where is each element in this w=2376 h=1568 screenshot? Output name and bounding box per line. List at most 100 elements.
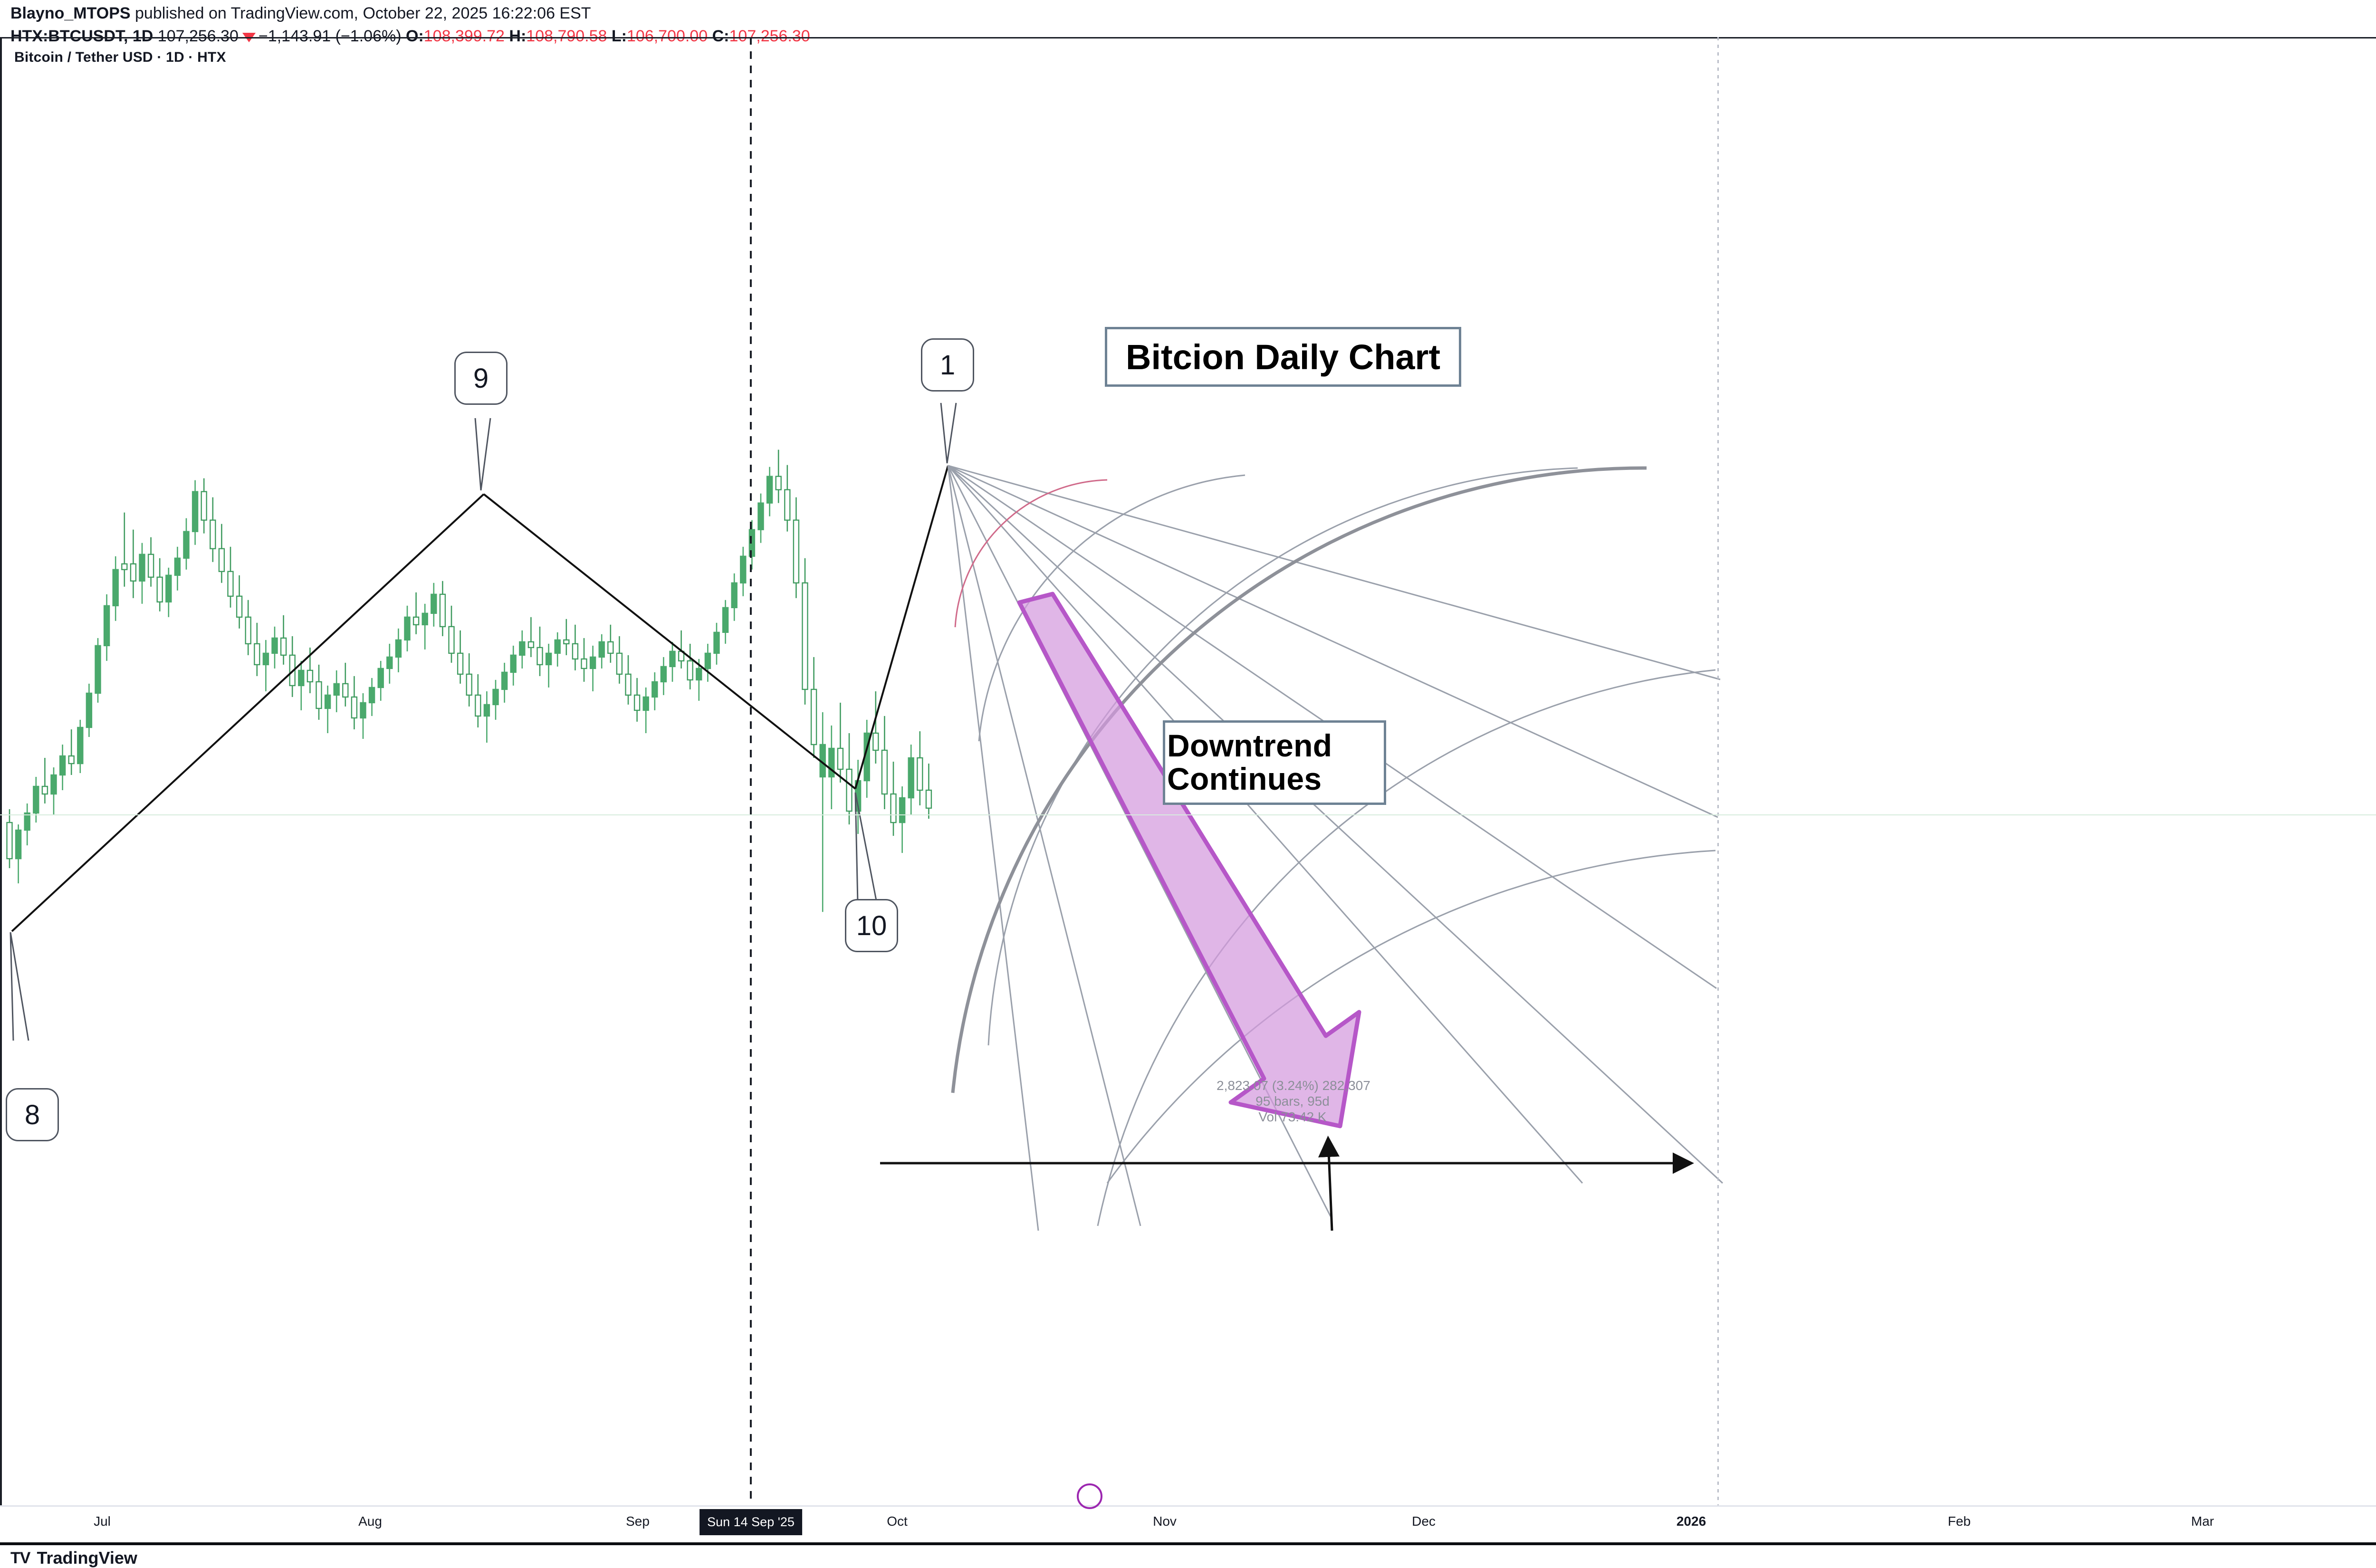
candle-body	[139, 554, 145, 582]
candle-body	[572, 643, 579, 660]
candle-body	[386, 656, 393, 669]
candle-body	[210, 519, 216, 549]
candle-body	[342, 683, 349, 698]
candle-body	[112, 569, 119, 606]
candle-body	[598, 641, 605, 658]
candle-body	[324, 694, 331, 709]
candle-body	[704, 652, 711, 669]
candle-body	[218, 548, 225, 572]
candle-body	[431, 593, 437, 614]
open-key: O:	[405, 27, 424, 45]
time-tick: Dec	[1412, 1514, 1436, 1529]
candle-body	[802, 582, 808, 690]
tradingview-logo[interactable]: TV TradingView	[10, 1548, 137, 1568]
pin-marker-1[interactable]: 1	[921, 338, 974, 392]
replay-icon[interactable]	[1077, 1483, 1102, 1509]
time-tick: Jul	[94, 1514, 111, 1529]
candle-body	[448, 626, 455, 654]
candle-body	[616, 652, 623, 675]
candle-body	[501, 671, 508, 690]
candle-body	[819, 744, 826, 778]
candle-body	[837, 747, 844, 770]
target-vertical-arrow[interactable]	[1318, 1136, 1340, 1231]
pane-bottom-border	[0, 1542, 2376, 1545]
candle-body	[333, 683, 340, 696]
close-value: 107,256.30	[729, 27, 810, 45]
tradingview-mark-icon: TV	[10, 1549, 30, 1567]
candle-body	[466, 673, 472, 696]
measure-line-1: 2,823.07 (3.24%) 282,307	[1217, 1078, 1370, 1093]
candlestick-series	[6, 449, 932, 912]
author-name: Blayno_MTOPS	[10, 4, 131, 22]
candle-body	[307, 669, 314, 683]
quote-line: HTX:BTCUSDT, 1D 107,256.30 −1,143.91 (−1.…	[10, 26, 1911, 47]
candle-body	[731, 582, 738, 608]
candle-body	[519, 641, 526, 656]
candle-body	[103, 605, 110, 647]
change-percent: (−1.06%)	[335, 27, 402, 45]
candle-body	[316, 681, 322, 709]
time-axis-highlight-badge: Sun 14 Sep '25	[699, 1509, 802, 1535]
candle-body	[810, 688, 817, 746]
callout-bitcoin-daily-chart[interactable]: Bitcion Daily Chart	[1105, 327, 1461, 387]
candle-body	[784, 489, 791, 521]
time-tick: Oct	[887, 1514, 908, 1529]
symbol-label[interactable]: HTX:BTCUSDT, 1D	[10, 27, 153, 45]
replay-divider-line	[750, 37, 752, 1505]
change-absolute: −1,143.91	[258, 27, 331, 45]
candle-body	[121, 563, 128, 570]
zigzag-trendlines[interactable]	[11, 465, 949, 932]
candle-body	[289, 654, 296, 687]
candle-body	[510, 654, 517, 673]
time-axis[interactable]: JulAugSepOctNovDec2026FebMarAprSun 14 Se…	[0, 1507, 2376, 1542]
candle-body	[483, 704, 490, 717]
callout-downtrend-continues[interactable]: Downtrend Continues	[1163, 720, 1386, 805]
candle-body	[890, 793, 897, 823]
candle-body	[651, 681, 658, 698]
candle-body	[24, 812, 30, 831]
candle-body	[147, 554, 154, 578]
candle-body	[589, 656, 596, 669]
candle-body	[377, 668, 384, 688]
candle-body	[68, 755, 75, 765]
pin-marker-9[interactable]: 9	[454, 352, 508, 405]
candle-body	[607, 641, 614, 654]
time-tick: Aug	[358, 1514, 382, 1529]
candle-body	[775, 476, 782, 490]
candle-body	[793, 519, 800, 583]
candle-body	[95, 645, 101, 694]
candle-body	[696, 668, 702, 681]
candle-body	[280, 637, 287, 656]
chart-header: Blayno_MTOPS published on TradingView.co…	[10, 3, 1911, 47]
candle-body	[625, 673, 632, 696]
time-tick: Feb	[1947, 1514, 1971, 1529]
tradingview-wordmark: TradingView	[37, 1548, 137, 1568]
candle-body	[687, 660, 693, 681]
candle-body	[554, 639, 561, 654]
measure-stats: 2,823.07 (3.24%) 282,307 95 bars, 95d Vo…	[1217, 1078, 1370, 1125]
candle-body	[156, 576, 163, 602]
pin-marker-8[interactable]: 8	[6, 1088, 59, 1141]
close-key: C:	[712, 27, 729, 45]
candle-body	[766, 476, 773, 504]
time-tick: Sep	[626, 1514, 650, 1529]
current-price-line	[0, 814, 2376, 815]
candle-body	[412, 616, 420, 625]
candle-body	[59, 755, 66, 776]
publish-line: Blayno_MTOPS published on TradingView.co…	[10, 3, 1911, 24]
pin-stems	[10, 402, 957, 1041]
candle-body	[740, 555, 747, 583]
candle-body	[192, 491, 199, 532]
candle-body	[201, 491, 207, 521]
candle-body	[722, 607, 729, 633]
pin-marker-10[interactable]: 10	[845, 899, 898, 952]
pane-left-border	[0, 37, 2, 1505]
candle-body	[527, 641, 535, 649]
candle-body	[368, 687, 375, 704]
downtrend-measure-arrow[interactable]	[1017, 592, 1361, 1128]
callout-downtrend-line1: Downtrend	[1167, 728, 1332, 764]
candle-body	[439, 593, 446, 628]
candle-body	[245, 616, 251, 645]
candle-body	[236, 595, 243, 618]
candle-body	[271, 637, 278, 654]
